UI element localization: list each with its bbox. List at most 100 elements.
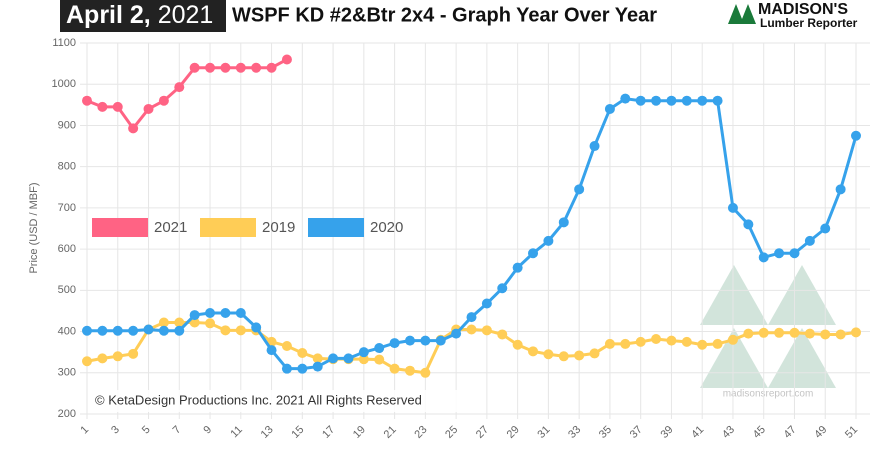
data-point bbox=[251, 322, 262, 333]
data-point bbox=[574, 184, 585, 195]
data-point bbox=[143, 103, 154, 114]
x-tick-label: 35 bbox=[597, 424, 614, 441]
x-tick-label: 33 bbox=[566, 424, 583, 441]
data-point bbox=[128, 348, 139, 359]
data-point bbox=[435, 335, 446, 346]
data-point bbox=[466, 312, 477, 323]
data-point bbox=[312, 353, 323, 364]
data-point bbox=[835, 184, 846, 195]
data-point bbox=[820, 223, 831, 234]
y-tick-label: 200 bbox=[58, 408, 76, 420]
data-point bbox=[528, 248, 539, 259]
data-point bbox=[651, 95, 662, 106]
data-point bbox=[389, 338, 400, 349]
data-point bbox=[205, 318, 216, 329]
x-tick-label: 41 bbox=[689, 424, 706, 441]
data-point bbox=[189, 310, 200, 321]
y-tick-label: 500 bbox=[58, 284, 76, 296]
data-point bbox=[851, 327, 861, 338]
data-point bbox=[112, 325, 123, 336]
data-point bbox=[727, 334, 738, 345]
data-point bbox=[758, 327, 769, 338]
data-point bbox=[174, 82, 185, 93]
data-point bbox=[235, 308, 246, 319]
data-point bbox=[666, 95, 677, 106]
data-point bbox=[528, 346, 539, 357]
x-tick-label: 17 bbox=[320, 424, 337, 441]
data-point bbox=[620, 93, 631, 104]
data-point bbox=[112, 351, 123, 362]
data-point bbox=[851, 130, 861, 141]
data-point bbox=[281, 54, 292, 65]
x-tick-label: 29 bbox=[505, 424, 522, 441]
legend-swatch bbox=[92, 218, 148, 237]
data-point bbox=[497, 329, 508, 340]
data-point bbox=[697, 95, 708, 106]
y-axis-label: Price (USD / MBF) bbox=[28, 182, 40, 273]
date: April 2, bbox=[66, 1, 151, 29]
x-tick-label: 19 bbox=[351, 424, 368, 441]
data-point bbox=[620, 338, 631, 349]
data-point bbox=[158, 95, 169, 106]
data-point bbox=[743, 219, 754, 230]
data-point bbox=[681, 336, 692, 347]
data-point bbox=[97, 101, 108, 112]
data-point bbox=[481, 298, 492, 309]
data-point bbox=[82, 356, 92, 367]
data-point bbox=[82, 325, 92, 336]
data-point bbox=[404, 335, 415, 346]
x-tick-label: 3 bbox=[109, 424, 122, 437]
data-point bbox=[497, 283, 508, 294]
x-tick-label: 37 bbox=[628, 424, 645, 441]
date-badge bbox=[60, 0, 226, 32]
data-point bbox=[712, 95, 723, 106]
data-point bbox=[281, 340, 292, 351]
data-point bbox=[266, 345, 277, 356]
data-point bbox=[312, 361, 323, 372]
x-tick-label: 9 bbox=[201, 424, 214, 437]
data-point bbox=[666, 335, 677, 346]
x-tick-label: 47 bbox=[782, 424, 799, 441]
data-point bbox=[543, 235, 554, 246]
y-tick-label: 300 bbox=[58, 367, 76, 379]
x-tick-label: 27 bbox=[474, 424, 491, 441]
data-point bbox=[112, 101, 123, 112]
data-point bbox=[220, 62, 231, 73]
data-point bbox=[589, 348, 600, 359]
x-tick-label: 1 bbox=[78, 424, 91, 437]
data-point bbox=[266, 62, 277, 73]
x-tick-label: 39 bbox=[658, 424, 675, 441]
data-point bbox=[97, 325, 108, 336]
data-point bbox=[358, 347, 369, 358]
x-tick-label: 45 bbox=[751, 424, 768, 441]
data-point bbox=[328, 353, 339, 364]
data-point bbox=[604, 338, 615, 349]
y-tick-label: 1100 bbox=[52, 37, 76, 49]
year: 2021 bbox=[158, 1, 214, 29]
data-point bbox=[758, 252, 769, 263]
y-tick-label: 700 bbox=[58, 202, 76, 214]
data-point bbox=[343, 353, 354, 364]
data-point bbox=[635, 336, 646, 347]
data-point bbox=[420, 335, 431, 346]
y-tick-label: 400 bbox=[58, 325, 76, 337]
x-tick-label: 51 bbox=[843, 424, 860, 441]
logo-subtext: Lumber Reporter bbox=[760, 16, 858, 30]
data-point bbox=[189, 62, 200, 73]
x-tick-label: 15 bbox=[289, 424, 306, 441]
data-point bbox=[558, 217, 569, 228]
data-point bbox=[420, 367, 431, 378]
data-point bbox=[235, 325, 246, 336]
data-point bbox=[158, 325, 169, 336]
data-point bbox=[743, 328, 754, 339]
data-point bbox=[804, 328, 815, 339]
data-point bbox=[374, 354, 385, 365]
data-point bbox=[128, 325, 139, 336]
data-point bbox=[174, 317, 185, 328]
data-point bbox=[574, 350, 585, 361]
x-tick-label: 31 bbox=[535, 424, 552, 441]
x-tick-label: 11 bbox=[228, 424, 245, 441]
data-point bbox=[374, 343, 385, 354]
x-tick-label: 13 bbox=[259, 424, 276, 441]
